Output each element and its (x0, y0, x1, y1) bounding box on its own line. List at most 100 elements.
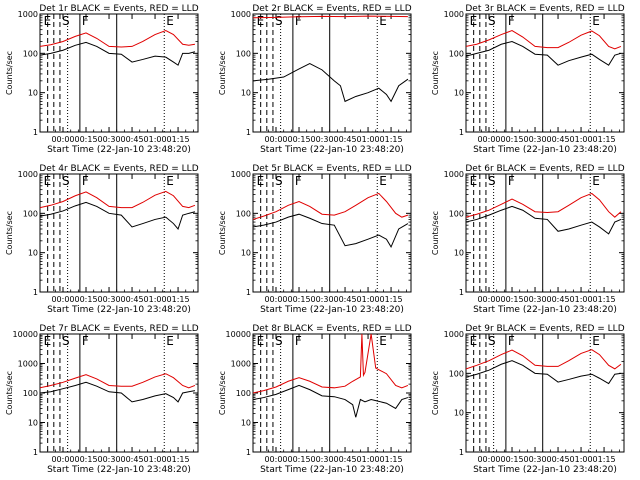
chart-title: Det 7r BLACK = Events, RED = LLD (39, 324, 198, 334)
chart-panel: Det 3r BLACK = Events, RED = LLD 1 10 100 10… (431, 4, 625, 155)
chart-panel: Det 5r BLACK = Events, RED = LLD 1 10 100 10… (218, 164, 412, 315)
plot-frame (465, 333, 625, 453)
y-tick-label: 1000 (231, 170, 251, 179)
x-tick-label: 00:45 (547, 295, 570, 304)
y-axis-label: Counts/sec (218, 371, 227, 415)
x-tick-label: 00:00 (264, 455, 287, 464)
x-tick-label: 01:00 (357, 295, 380, 304)
lld-series-line (253, 192, 409, 220)
time-marker-label: E (44, 334, 52, 348)
plot-frame (39, 13, 199, 133)
time-marker-label: F (508, 334, 515, 348)
y-tick-label: 10 (28, 419, 38, 428)
x-tick-label: 01:00 (570, 295, 593, 304)
time-marker-label: S (62, 14, 70, 28)
chart-title: Det 2r BLACK = Events, RED = LLD (252, 4, 411, 14)
x-tick-label: 00:00 (51, 295, 74, 304)
time-marker-label: F (295, 174, 302, 188)
x-tick-label: 01:00 (144, 455, 167, 464)
x-tick-label: 01:15 (593, 295, 616, 304)
y-tick-label: 100 (236, 389, 251, 398)
x-tick-label: 01:00 (570, 135, 593, 144)
y-tick-label: 10000 (13, 330, 38, 339)
x-tick-label: 00:15 (287, 455, 310, 464)
x-tick-label: 00:00 (51, 455, 74, 464)
time-marker-label: S (488, 14, 496, 28)
time-marker-label: E (379, 14, 387, 28)
time-marker-label: F (82, 14, 89, 28)
x-axis-label: Start Time (22-Jan-10 23:48:20) (47, 305, 191, 315)
plot-frame (465, 13, 625, 133)
x-tick-label: 00:30 (97, 455, 120, 464)
plot-frame (252, 13, 412, 133)
events-series-line (40, 41, 196, 66)
x-tick-label: 00:30 (310, 135, 333, 144)
y-tick-label: 1 (246, 448, 251, 457)
y-axis-label: Counts/sec (218, 211, 227, 255)
y-tick-label: 1 (33, 128, 38, 137)
x-tick-label: 01:15 (167, 135, 190, 144)
time-marker-label: F (295, 334, 302, 348)
x-tick-label: 00:15 (500, 455, 523, 464)
x-tick-label: 00:45 (334, 455, 357, 464)
y-tick-label: 10 (241, 249, 251, 258)
events-series-line (253, 384, 409, 418)
y-tick-label: 100 (23, 389, 38, 398)
x-tick-label: 01:00 (144, 135, 167, 144)
chart-panel: Det 9r BLACK = Events, RED = LLD 1 10 100 10… (431, 324, 625, 475)
y-tick-label: 100 (449, 49, 464, 58)
chart-panel: Det 7r BLACK = Events, RED = LLD 1 10 100 10… (5, 324, 199, 475)
time-marker-label: E (592, 14, 600, 28)
x-tick-label: 00:30 (523, 455, 546, 464)
x-tick-label: 00:45 (547, 135, 570, 144)
x-tick-label: 00:15 (74, 455, 97, 464)
x-tick-label: 00:30 (523, 135, 546, 144)
y-tick-label: 100 (236, 209, 251, 218)
y-axis-label: Counts/sec (431, 371, 440, 415)
x-tick-label: 00:45 (334, 295, 357, 304)
y-tick-label: 1 (459, 448, 464, 457)
x-tick-label: 00:30 (97, 295, 120, 304)
x-tick-label: 00:00 (477, 135, 500, 144)
y-tick-label: 1 (33, 288, 38, 297)
x-axis-label: Start Time (22-Jan-10 23:48:20) (473, 305, 617, 315)
time-marker-label: S (62, 334, 70, 348)
y-tick-label: 1 (246, 128, 251, 137)
x-tick-label: 01:15 (593, 455, 616, 464)
x-tick-label: 00:15 (287, 135, 310, 144)
events-series-line (40, 201, 196, 230)
y-tick-label: 100 (23, 49, 38, 58)
y-tick-label: 1000 (444, 170, 464, 179)
x-tick-label: 01:15 (380, 455, 403, 464)
x-tick-label: 00:15 (74, 295, 97, 304)
time-marker-label: E (44, 14, 52, 28)
lld-series-line (466, 349, 622, 370)
y-axis-label: Counts/sec (218, 51, 227, 95)
x-tick-label: 01:15 (380, 295, 403, 304)
chart-title: Det 3r BLACK = Events, RED = LLD (465, 4, 624, 14)
x-tick-label: 01:00 (357, 455, 380, 464)
y-tick-label: 1000 (231, 360, 251, 369)
x-tick-label: 00:15 (287, 295, 310, 304)
y-tick-label: 1000 (18, 10, 38, 19)
x-tick-label: 00:45 (547, 455, 570, 464)
time-marker-label: F (82, 174, 89, 188)
time-marker-label: E (257, 334, 265, 348)
y-tick-label: 1000 (231, 10, 251, 19)
y-tick-label: 100 (449, 369, 464, 378)
y-axis-label: Counts/sec (431, 211, 440, 255)
x-tick-label: 00:00 (51, 135, 74, 144)
time-marker-label: S (275, 174, 283, 188)
x-tick-label: 00:45 (334, 135, 357, 144)
x-tick-label: 00:15 (500, 295, 523, 304)
chart-panel: Det 4r BLACK = Events, RED = LLD 1 10 100 10… (5, 164, 199, 315)
chart-title: Det 1r BLACK = Events, RED = LLD (39, 4, 198, 14)
time-marker-label: F (82, 334, 89, 348)
x-tick-label: 01:15 (380, 135, 403, 144)
time-marker-label: E (379, 334, 387, 348)
time-marker-label: E (470, 14, 478, 28)
time-marker-label: S (275, 334, 283, 348)
x-tick-label: 00:30 (97, 135, 120, 144)
time-marker-label: F (295, 14, 302, 28)
y-tick-label: 10 (454, 409, 464, 418)
